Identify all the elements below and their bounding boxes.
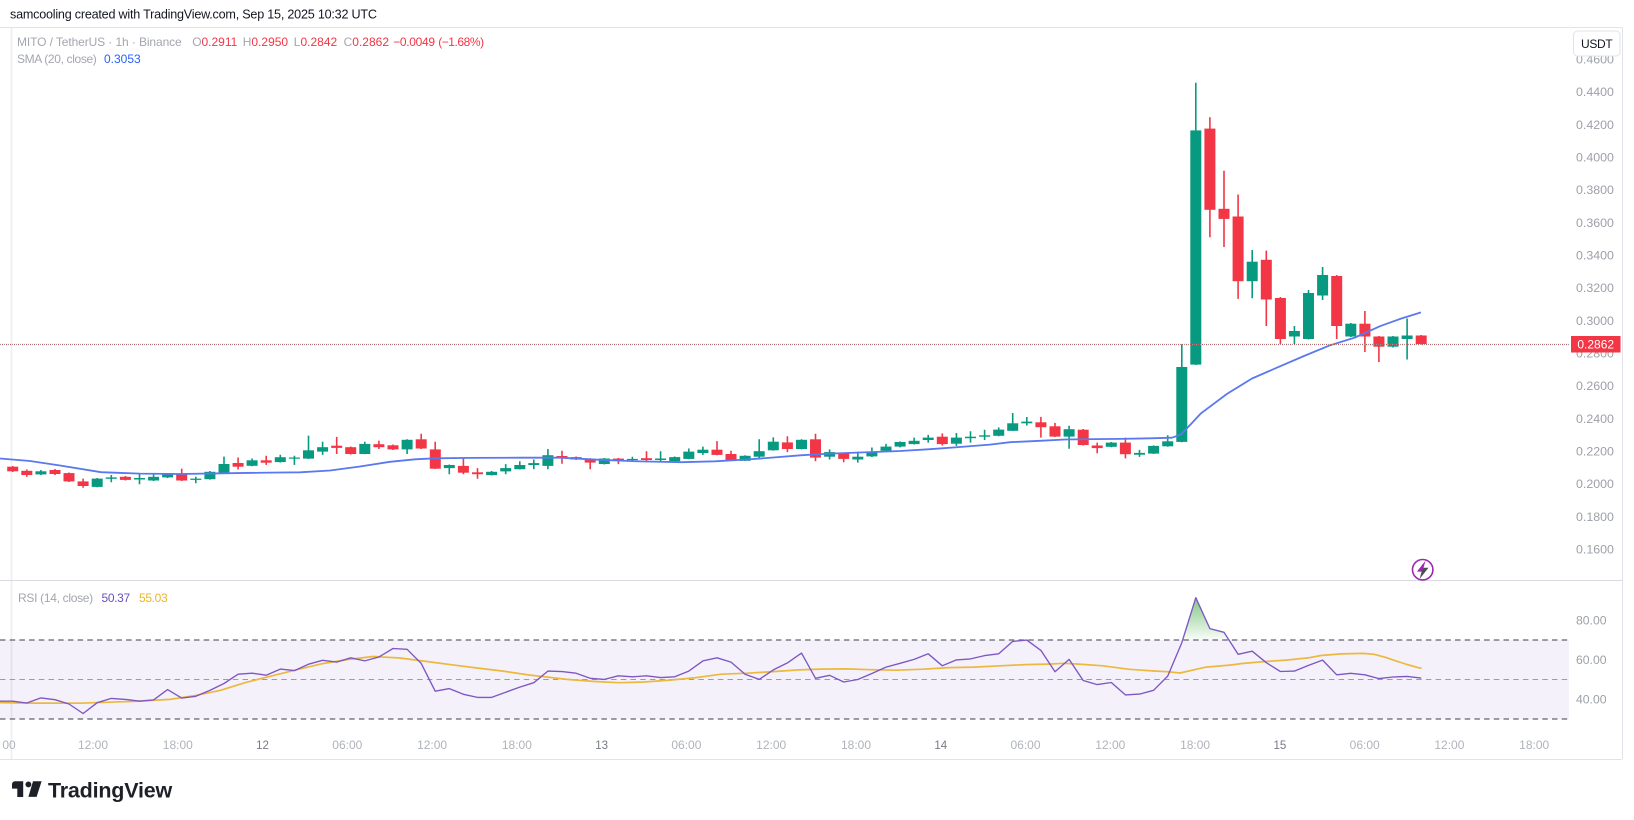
svg-text:0.3600: 0.3600	[1576, 216, 1614, 230]
svg-text:0.2862: 0.2862	[1577, 338, 1614, 352]
svg-text:L: L	[294, 35, 301, 49]
svg-text:0.3000: 0.3000	[1576, 314, 1614, 328]
svg-text:55.03: 55.03	[139, 591, 168, 605]
svg-text:12:00: 12:00	[1095, 738, 1125, 752]
svg-text:0.2862: 0.2862	[352, 35, 389, 49]
svg-text:0.3200: 0.3200	[1576, 281, 1614, 295]
svg-text:TradingView: TradingView	[48, 779, 173, 803]
svg-text:0.2400: 0.2400	[1576, 412, 1614, 426]
svg-text:12:00: 12:00	[1434, 738, 1464, 752]
svg-text:12:00: 12:00	[756, 738, 786, 752]
svg-text:0.1800: 0.1800	[1576, 510, 1614, 524]
svg-text:80.00: 80.00	[1576, 613, 1607, 627]
svg-text:0.2911: 0.2911	[202, 35, 238, 49]
svg-text:O: O	[192, 35, 201, 49]
svg-text:50.37: 50.37	[102, 591, 131, 605]
svg-text:MITO / TetherUS · 1h · Binance: MITO / TetherUS · 1h · Binance	[17, 35, 182, 49]
svg-text:12:00: 12:00	[417, 738, 447, 752]
svg-text:13: 13	[595, 740, 608, 752]
svg-text:SMA (20, close): SMA (20, close)	[17, 52, 97, 66]
svg-text:06:00: 06:00	[332, 738, 362, 752]
svg-text:00: 00	[2, 738, 16, 752]
svg-text:0.4400: 0.4400	[1576, 85, 1614, 99]
svg-text:−0.0049: −0.0049	[393, 35, 435, 49]
svg-text:0.2200: 0.2200	[1576, 445, 1614, 459]
svg-text:0.3400: 0.3400	[1576, 249, 1614, 263]
svg-text:18:00: 18:00	[841, 738, 871, 752]
svg-text:0.3053: 0.3053	[104, 52, 141, 66]
svg-text:samcooling created with Tradin: samcooling created with TradingView.com,…	[10, 8, 377, 22]
svg-text:18:00: 18:00	[1519, 738, 1549, 752]
svg-text:RSI (14, close): RSI (14, close)	[18, 591, 93, 605]
svg-text:60.00: 60.00	[1576, 653, 1607, 667]
svg-text:0.2842: 0.2842	[301, 35, 338, 49]
svg-text:18:00: 18:00	[1180, 738, 1210, 752]
svg-text:18:00: 18:00	[163, 738, 193, 752]
svg-text:0.4000: 0.4000	[1576, 151, 1614, 165]
svg-text:40.00: 40.00	[1576, 692, 1607, 706]
svg-text:15: 15	[1274, 740, 1287, 752]
svg-text:0.2600: 0.2600	[1576, 379, 1614, 393]
svg-text:0.4200: 0.4200	[1576, 118, 1614, 132]
svg-text:06:00: 06:00	[671, 738, 701, 752]
svg-text:C: C	[344, 35, 353, 49]
svg-text:06:00: 06:00	[1350, 738, 1380, 752]
svg-text:0.2950: 0.2950	[251, 35, 288, 49]
svg-text:06:00: 06:00	[1010, 738, 1040, 752]
svg-text:14: 14	[934, 740, 947, 752]
svg-text:(−1.68%): (−1.68%)	[438, 35, 484, 49]
svg-text:0.2000: 0.2000	[1576, 477, 1614, 491]
svg-text:18:00: 18:00	[502, 738, 532, 752]
svg-text:12: 12	[256, 740, 269, 752]
svg-text:0.3800: 0.3800	[1576, 183, 1614, 197]
svg-text:12:00: 12:00	[78, 738, 108, 752]
svg-text:USDT: USDT	[1581, 37, 1613, 51]
svg-text:H: H	[243, 35, 252, 49]
svg-text:0.1600: 0.1600	[1576, 543, 1614, 557]
